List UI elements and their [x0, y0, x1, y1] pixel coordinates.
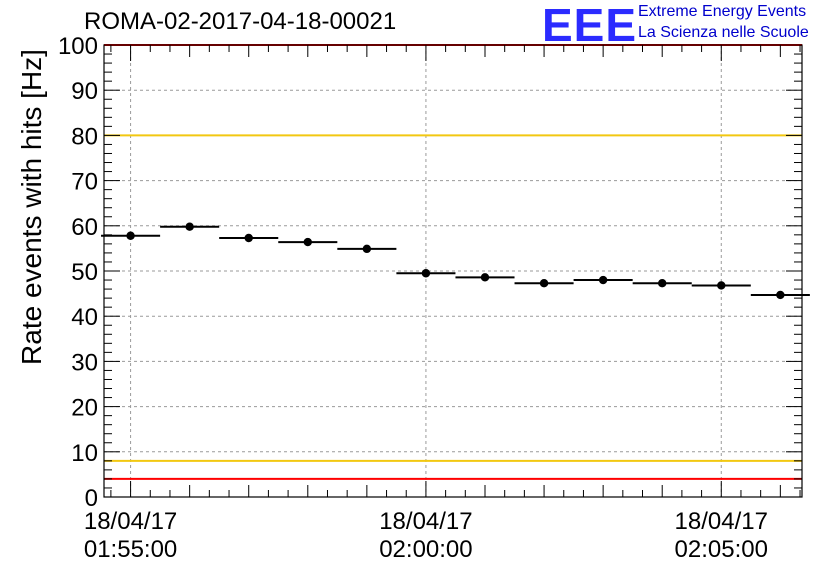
x-tick-label-date: 18/04/17	[84, 508, 177, 535]
data-point	[421, 269, 431, 278]
y-tick-label: 70	[71, 169, 98, 196]
x-tick-label-time: 01:55:00	[84, 536, 177, 563]
logo-subtitle-line1: Extreme Energy Events	[638, 3, 807, 20]
data-point	[776, 290, 785, 300]
data-point	[658, 279, 667, 288]
x-tick-label-date: 18/04/17	[675, 508, 768, 535]
y-tick-label: 60	[71, 214, 98, 241]
data-point	[185, 222, 194, 231]
data-point	[717, 281, 726, 290]
data-point	[126, 231, 135, 240]
data-point	[244, 233, 253, 243]
eee-logo: EEE	[542, 0, 638, 51]
logo-subtitle-line2: La Scienza nelle Scuole	[638, 24, 809, 41]
y-tick-label: 90	[71, 78, 98, 105]
data-point	[480, 273, 490, 282]
data-point	[598, 275, 608, 285]
y-tick-label: 30	[71, 349, 98, 376]
data-point	[303, 237, 312, 247]
y-tick-label: 50	[71, 259, 98, 286]
data-point	[362, 244, 372, 254]
y-tick-label: 10	[71, 440, 98, 467]
y-tick-label: 80	[71, 123, 98, 150]
y-tick-label: 0	[85, 485, 98, 512]
y-tick-label: 20	[71, 395, 98, 422]
x-tick-label-time: 02:00:00	[379, 536, 472, 563]
y-tick-label: 40	[71, 304, 98, 331]
x-tick-label-time: 02:05:00	[675, 536, 768, 563]
data-point	[539, 279, 549, 288]
chart-title: ROMA-02-2017-04-18-00021	[84, 8, 397, 35]
y-tick-label: 100	[58, 33, 98, 60]
x-tick-label-date: 18/04/17	[379, 508, 472, 535]
